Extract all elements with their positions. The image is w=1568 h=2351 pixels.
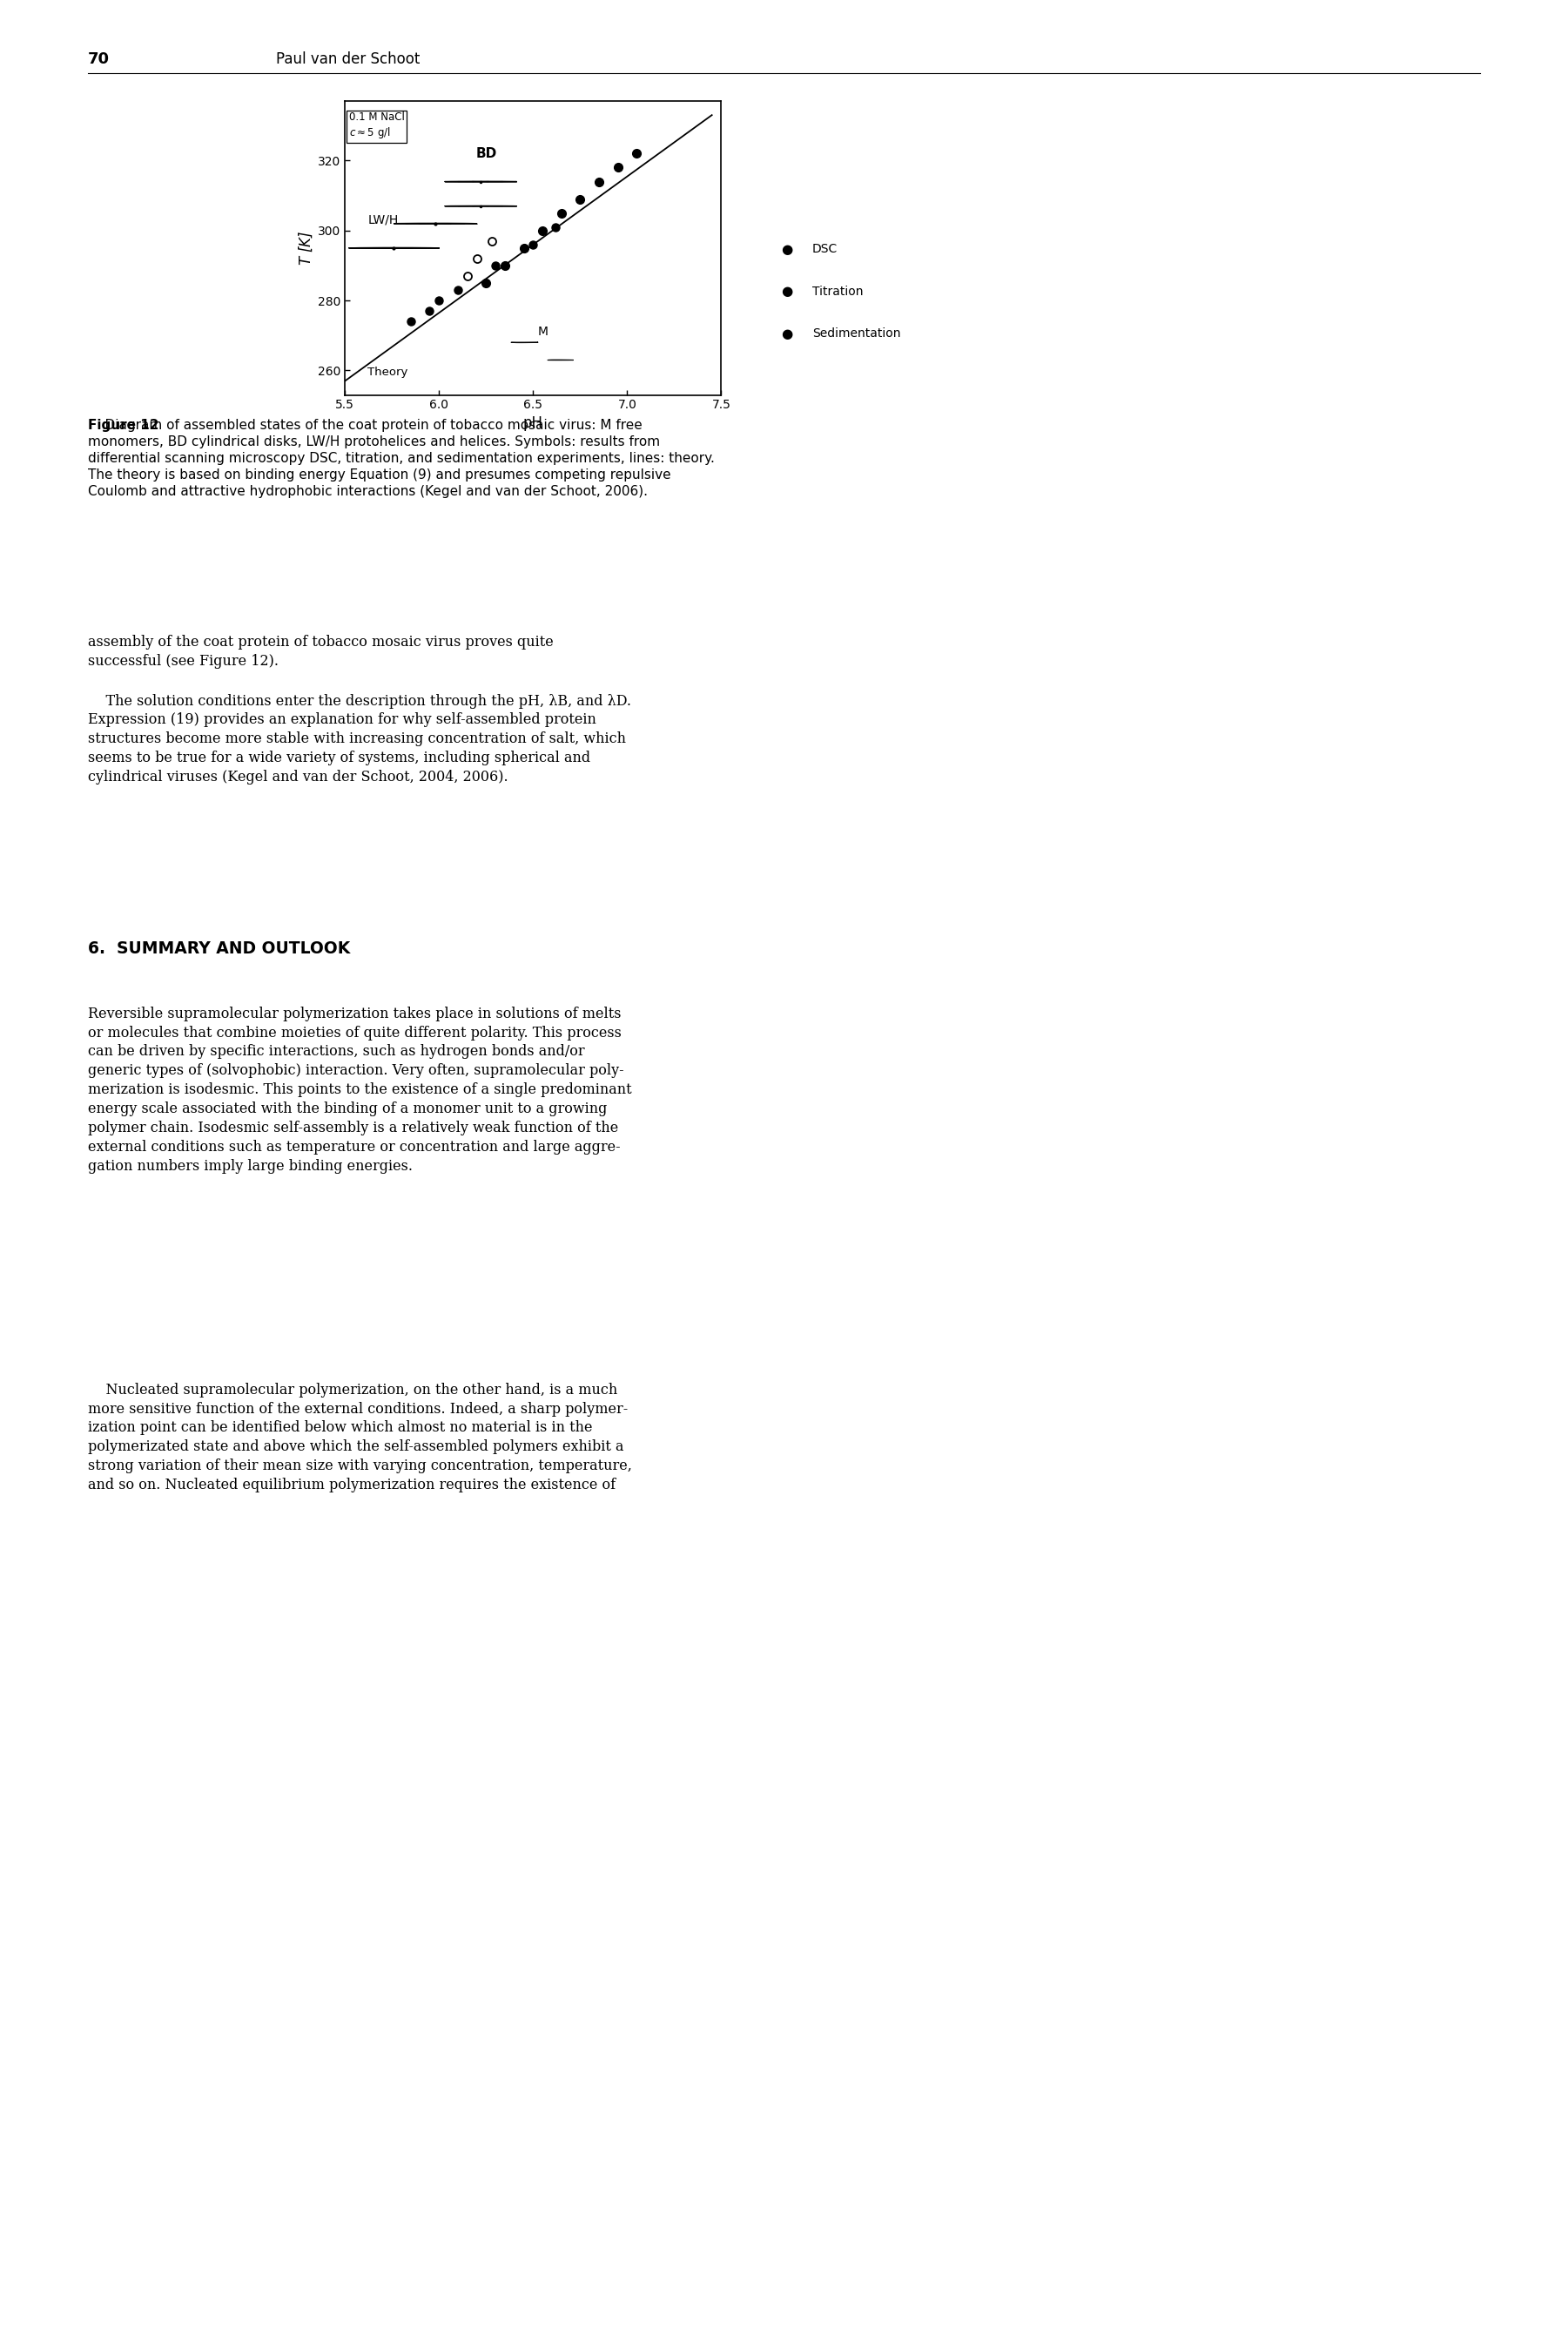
Text: The solution conditions enter the description through the pH, λB, and λD.
Expres: The solution conditions enter the descri… [88,694,630,785]
Text: DSC: DSC [812,242,837,256]
Text: 6.  SUMMARY AND OUTLOOK: 6. SUMMARY AND OUTLOOK [88,940,350,957]
Text: Reversible supramolecular polymerization takes place in solutions of melts
or mo: Reversible supramolecular polymerization… [88,1006,632,1173]
Y-axis label: $T$ [K]: $T$ [K] [296,230,314,266]
Text: Theory: Theory [367,367,408,379]
Text: LW/H: LW/H [367,214,398,226]
Text: M: M [538,327,547,339]
Text: ●: ● [781,284,792,299]
Text: assembly of the coat protein of tobacco mosaic virus proves quite
successful (se: assembly of the coat protein of tobacco … [88,635,554,668]
Text: Paul van der Schoot: Paul van der Schoot [276,52,420,68]
Text: ●: ● [781,242,792,256]
Text: Titration: Titration [812,284,862,299]
Text: BD: BD [475,148,497,160]
Text: 0.1 M NaCl
$c\approx$5 g/l: 0.1 M NaCl $c\approx$5 g/l [348,110,405,139]
X-axis label: pH: pH [524,416,543,430]
Text: Diagram of assembled states of the coat protein of tobacco mosaic virus: M free
: Diagram of assembled states of the coat … [88,418,715,498]
Text: Nucleated supramolecular polymerization, on the other hand, is a much
more sensi: Nucleated supramolecular polymerization,… [88,1382,632,1493]
Text: ●: ● [781,327,792,341]
Text: Figure 12: Figure 12 [88,418,158,433]
Text: Sedimentation: Sedimentation [812,327,900,341]
Text: 70: 70 [88,52,110,68]
